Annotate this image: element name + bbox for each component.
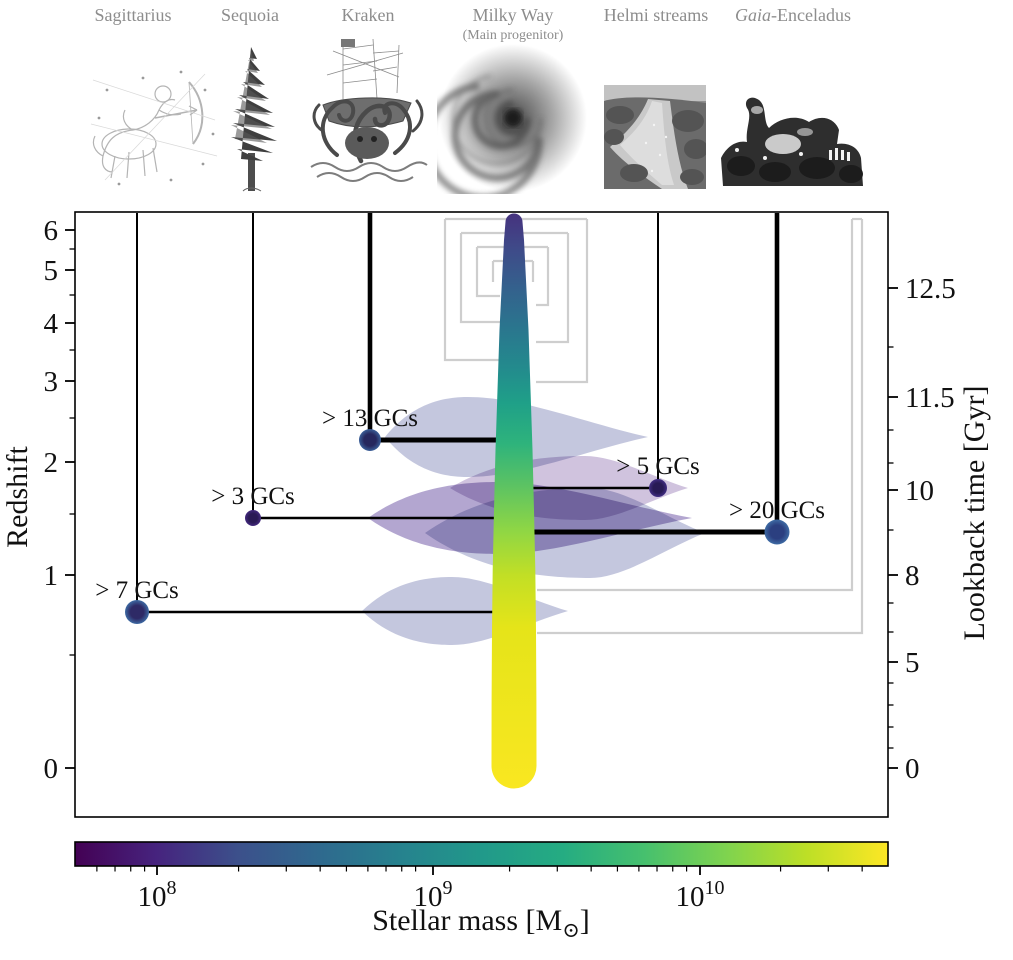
- milky-way-image: [437, 42, 589, 194]
- caption-enceladus-rest: -Enceladus: [771, 5, 851, 25]
- gray-branch-14: [537, 219, 864, 635]
- caption-kraken: Kraken: [295, 5, 441, 26]
- branch-helmi-streams-accretion-dot: [649, 479, 667, 497]
- kraken-image: [303, 35, 431, 190]
- caption-milky-way-label: Milky Way: [472, 5, 554, 25]
- sagittarius-image: [85, 60, 225, 195]
- branch-gaia-enceladus-accretion-dot: [764, 519, 790, 545]
- lookback-tick-label: 10: [905, 475, 934, 507]
- colorbar-tick-label: 109: [414, 877, 453, 913]
- caption-main-progenitor: (Main progenitor): [462, 27, 564, 43]
- branch-sagittarius: > 7 GCs: [95, 213, 497, 624]
- redshift-tick-label: 1: [44, 560, 59, 592]
- gray-branch-8: [536, 247, 550, 307]
- lookback-tick-label: 11.5: [905, 382, 955, 414]
- sagittarius-archer-icon: [90, 70, 218, 186]
- spiral-galaxy-icon: [437, 44, 587, 194]
- branch-kraken-gc-count-label: > 13 GCs: [322, 405, 418, 432]
- gray-merger-tree: [443, 217, 864, 635]
- branch-kraken-accretion-dot: [359, 429, 381, 451]
- gaia-enceladus-image: [717, 88, 869, 189]
- redshift-tick-label: 5: [44, 255, 59, 287]
- lookback-tick-label: 8: [905, 560, 920, 592]
- colorbar-label-suffix: ]: [580, 904, 590, 937]
- main-progenitor-violin: [491, 213, 537, 789]
- lookback-tick-label: 0: [905, 753, 920, 785]
- lookback-tick-label: 5: [905, 647, 920, 679]
- colorbar-bar: [74, 841, 889, 867]
- right-axis-title: Lookback time [Gyr]: [958, 386, 991, 641]
- branch-sagittarius-gc-count-label: > 7 GCs: [95, 577, 179, 604]
- left-axis-title: Redshift: [1, 446, 34, 548]
- sequoia-image: [215, 45, 287, 195]
- colorbar-axis-label: Stellar mass [M⊙]: [372, 904, 590, 942]
- caption-milky-way: Milky Way (Main progenitor): [433, 5, 593, 43]
- branch-helmi-streams-gc-count-label: > 5 GCs: [616, 453, 700, 480]
- branch-kraken: > 13 GCs: [322, 213, 497, 451]
- gray-branch-13: [537, 219, 854, 592]
- branch-sequoia: > 3 GCs: [211, 213, 497, 526]
- redshift-tick-label: 2: [44, 447, 59, 479]
- caption-kraken-label: Kraken: [341, 5, 395, 25]
- kraken-ship-icon: [310, 38, 428, 182]
- colorbar-tick-label: 1010: [676, 877, 725, 913]
- gray-branch-5: [536, 233, 570, 344]
- sequoia-tree-icon: [231, 47, 277, 192]
- branch-sagittarius-accretion-dot: [125, 600, 149, 624]
- caption-gaia-italic: Gaia: [735, 5, 772, 25]
- branch-gaia-enceladus-gc-count-label: > 20 GCs: [729, 497, 825, 524]
- branch-helmi-streams: > 5 GCs: [533, 213, 700, 497]
- enceladus-rock-etching-icon: [721, 97, 863, 186]
- caption-helmi-streams: Helmi streams: [578, 5, 734, 26]
- redshift-tick-label: 3: [44, 366, 59, 398]
- branch-sequoia-gc-count-label: > 3 GCs: [211, 483, 295, 510]
- redshift-tick-label: 4: [44, 308, 59, 340]
- gray-branch-1: [443, 219, 500, 362]
- gray-branch-7: [475, 247, 500, 298]
- caption-gaia-enceladus: Gaia-Enceladus: [713, 5, 873, 26]
- caption-sagittarius-label: Sagittarius: [94, 5, 172, 25]
- sun-symbol: ⊙: [562, 918, 580, 942]
- caption-helmi-label: Helmi streams: [603, 5, 709, 25]
- gray-branch-2: [536, 219, 589, 384]
- colorbar: 108 109 1010: [74, 841, 889, 913]
- redshift-tick-label: 6: [44, 215, 59, 247]
- caption-sagittarius: Sagittarius: [63, 5, 203, 26]
- gray-branch-4: [459, 233, 500, 324]
- river-stream-icon: [604, 85, 706, 189]
- caption-sequoia: Sequoia: [180, 5, 320, 26]
- colorbar-label-prefix: Stellar mass [M: [372, 904, 562, 937]
- colorbar-tick-label: 108: [138, 877, 177, 913]
- caption-sequoia-label: Sequoia: [221, 5, 279, 25]
- branch-gaia-enceladus: > 20 GCs: [533, 213, 825, 545]
- helmi-streams-image: [604, 85, 706, 189]
- lookback-tick-label: 12.5: [905, 273, 956, 305]
- branch-sequoia-accretion-dot: [245, 510, 261, 526]
- satellite-branches: > 7 GCs > 3 GCs > 13 GCs > 5 GCs > 20 GCs: [95, 213, 825, 624]
- redshift-tick-label: 0: [44, 753, 59, 785]
- main-progenitor-mass-track: [491, 213, 537, 789]
